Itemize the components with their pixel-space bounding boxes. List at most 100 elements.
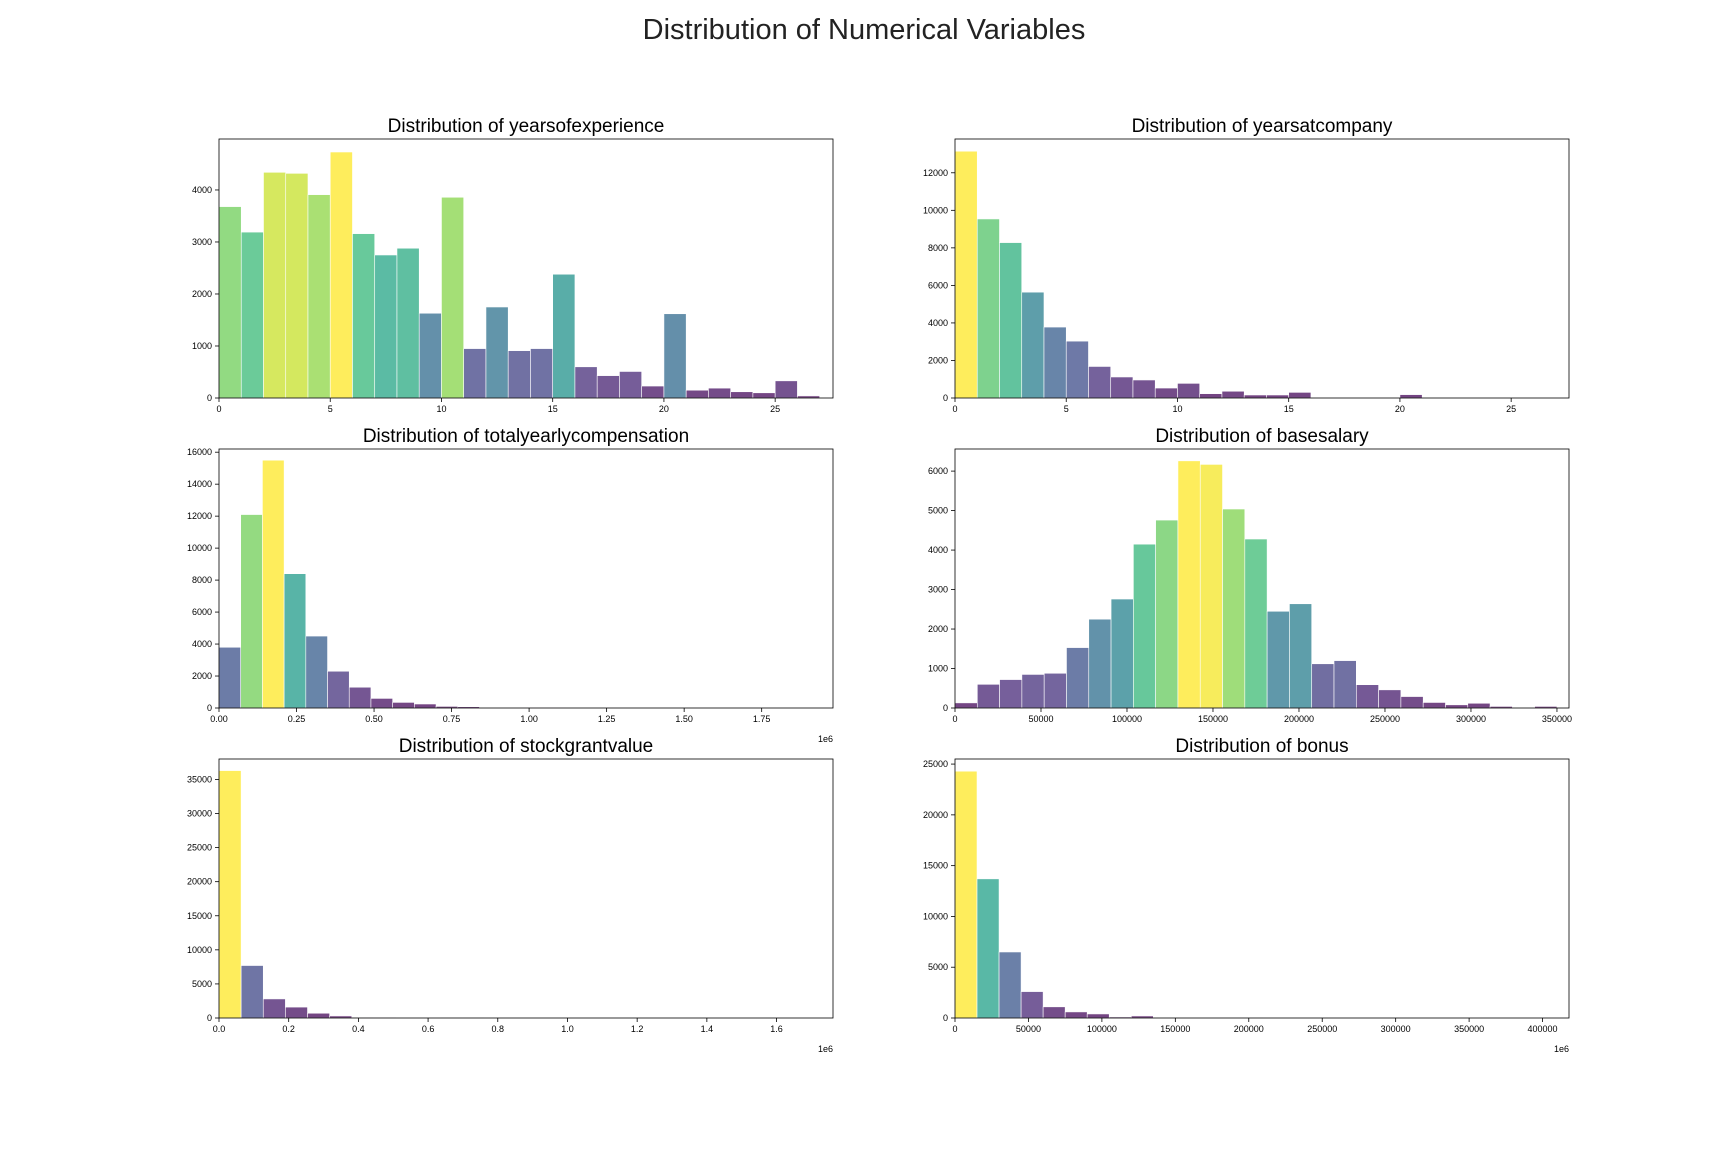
histogram-bar	[240, 965, 264, 1019]
y-tick-label: 10000	[187, 543, 212, 553]
y-tick-label: 3000	[192, 237, 212, 247]
histogram-bar	[507, 350, 531, 399]
x-tick-label: 5	[1064, 404, 1069, 414]
x-tick-label: 10	[436, 404, 446, 414]
x-tick-label: 0.2	[282, 1024, 295, 1034]
histogram-bar	[1333, 660, 1357, 709]
x-tick-label: 0.6	[422, 1024, 435, 1034]
x-tick-label: 150000	[1160, 1024, 1190, 1034]
axes-frame	[218, 138, 834, 399]
histogram-bar	[730, 391, 754, 399]
y-tick-label: 0	[943, 703, 948, 713]
x-tick-label: 100000	[1087, 1024, 1117, 1034]
x-tick-label: 50000	[1028, 714, 1053, 724]
chart-title: Distribution of bonus	[1175, 736, 1348, 757]
histogram-bar	[283, 573, 307, 709]
y-tick-label: 2000	[928, 355, 948, 365]
histogram-bar	[685, 389, 709, 399]
histogram-bar	[1177, 460, 1201, 709]
x-tick-label: 400000	[1528, 1024, 1558, 1034]
histogram-bar	[530, 348, 554, 399]
histogram-bar	[619, 371, 642, 399]
histogram-bar	[1311, 663, 1335, 709]
histogram-panel-2: 0 5 10 15 20 25 0 2000 4000 6000 8000 10000 12000 Dis…	[923, 116, 1570, 414]
y-tick-label: 15000	[923, 861, 948, 871]
histogram-panel-5: 0.0 0.2 0.4 0.6 0.8 1.0 1.2 1.4 1.6 0 5000 10000 150…	[187, 736, 834, 1054]
y-tick-label: 25000	[187, 843, 212, 853]
x-tick-label: 1.0	[561, 1024, 574, 1034]
histogram-bar	[218, 646, 242, 709]
histogram-bar	[1132, 379, 1156, 399]
histogram-panel-3: 0.00 0.25 0.50 0.75 1.00 1.25 1.50 1.75 0 2000 400…	[187, 426, 834, 744]
histogram-bar	[240, 231, 264, 399]
histogram-bar	[976, 878, 1000, 1019]
y-tick-label: 5000	[928, 962, 948, 972]
histogram-bar	[1064, 1011, 1088, 1019]
x-tick-label: 150000	[1198, 714, 1228, 724]
x-tick-label: 1.75	[753, 714, 771, 724]
histogram-bar	[1378, 689, 1402, 709]
axes-frame	[218, 448, 834, 709]
histogram-bar	[485, 306, 509, 399]
histogram-bar	[1222, 508, 1246, 709]
histogram-panel-6: 0 50000 100000 150000 200000 250000 300000 3500…	[923, 736, 1570, 1054]
x-tick-label: 350000	[1454, 1024, 1484, 1034]
histogram-bar	[574, 366, 598, 399]
histogram-bar	[1243, 394, 1267, 399]
x-tick-label: 250000	[1307, 1024, 1337, 1034]
histogram-bar	[1199, 393, 1223, 399]
x-tick-label: 1.00	[520, 714, 538, 724]
histogram-bar	[1021, 674, 1045, 709]
histogram-bar	[348, 686, 372, 709]
histogram-bar	[374, 254, 398, 399]
histogram-bar	[1445, 704, 1469, 709]
x-tick-label: 0.4	[352, 1024, 365, 1034]
histogram-bar	[976, 684, 1000, 709]
y-tick-label: 0	[943, 393, 948, 403]
histogram-bar	[392, 702, 415, 709]
y-tick-label: 10000	[923, 911, 948, 921]
y-tick-label: 5000	[192, 979, 212, 989]
y-tick-label: 2000	[192, 671, 212, 681]
histogram-bar	[1422, 702, 1446, 709]
histogram-bar	[999, 679, 1023, 709]
histogram-bar	[1154, 387, 1178, 399]
histogram-bar	[327, 670, 350, 709]
histogram-bar	[414, 703, 437, 709]
y-tick-label: 16000	[187, 447, 212, 457]
x-tick-label: 350000	[1542, 714, 1572, 724]
histogram-bar	[999, 242, 1023, 399]
figure-title: Distribution of Numerical Variables	[642, 14, 1086, 46]
histogram-bar	[954, 150, 978, 399]
x-tick-label: 300000	[1381, 1024, 1411, 1034]
x-tick-label: 0	[216, 404, 221, 414]
x-tick-label: 0.50	[365, 714, 383, 724]
x-tick-label: 0.00	[210, 714, 228, 724]
y-tick-label: 35000	[187, 774, 212, 784]
y-tick-label: 4000	[928, 318, 948, 328]
y-tick-label: 0	[207, 393, 212, 403]
x-tick-label: 200000	[1234, 1024, 1264, 1034]
y-tick-label: 1000	[928, 664, 948, 674]
y-tick-label: 0	[207, 703, 212, 713]
y-tick-label: 0	[207, 1013, 212, 1023]
x-tick-label: 15	[1284, 404, 1294, 414]
histogram-bar	[1021, 291, 1045, 399]
histogram-bar	[954, 770, 978, 1019]
y-tick-label: 10000	[923, 205, 948, 215]
histogram-bar	[1065, 340, 1089, 399]
histogram-bar	[1467, 702, 1491, 709]
histogram-bar	[352, 233, 376, 399]
histogram-bar	[1088, 618, 1112, 709]
histogram-bar	[441, 196, 465, 399]
histogram-bar	[307, 1012, 330, 1019]
y-tick-label: 30000	[187, 809, 212, 819]
histogram-bar	[1086, 1013, 1110, 1019]
histogram-bar	[752, 392, 776, 399]
histogram-bar	[463, 348, 487, 399]
histogram-bar	[1110, 376, 1134, 399]
x-tick-label: 25	[1506, 404, 1516, 414]
histogram-bar	[1356, 684, 1379, 709]
y-tick-label: 3000	[928, 585, 948, 595]
